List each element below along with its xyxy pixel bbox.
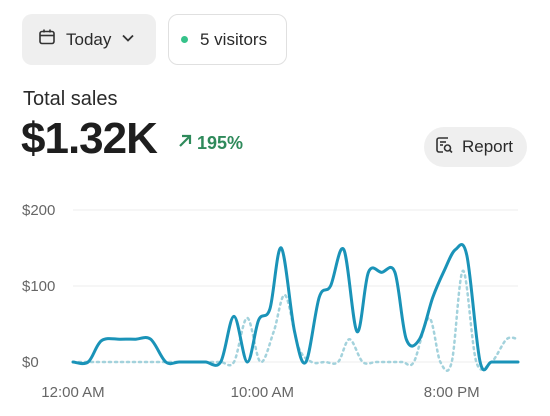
live-visitors-badge: 5 visitors [168, 14, 287, 65]
chart-title: Total sales [23, 88, 118, 110]
y-tick-label: $200 [22, 202, 55, 219]
report-button-label: Report [462, 137, 514, 156]
chevron-down-icon [121, 30, 135, 50]
date-range-selector[interactable]: Today [22, 14, 156, 65]
change-indicator: 195% [177, 133, 243, 154]
live-status-dot [181, 36, 188, 43]
visitors-count: 5 visitors [200, 29, 268, 49]
date-range-label: Today [66, 29, 112, 49]
sales-series-line [71, 243, 520, 372]
x-tick-label: 10:00 AM [231, 384, 294, 401]
y-tick-label: $100 [22, 278, 55, 295]
change-percent: 195% [197, 133, 244, 153]
y-tick-label: $0 [22, 354, 39, 371]
comparison-series-line [71, 269, 520, 372]
x-tick-label: 12:00 AM [41, 384, 104, 401]
x-tick-label: 8:00 PM [424, 384, 480, 401]
total-sales-value: $1.32K [21, 114, 158, 163]
report-button[interactable]: Report [424, 127, 527, 167]
sales-line-chart: $0 $100 $200 12:00 AM 10:00 AM 8:00 PM [22, 202, 520, 401]
arrow-up-right-icon [177, 133, 193, 154]
report-icon [434, 135, 454, 160]
calendar-icon [38, 28, 56, 51]
